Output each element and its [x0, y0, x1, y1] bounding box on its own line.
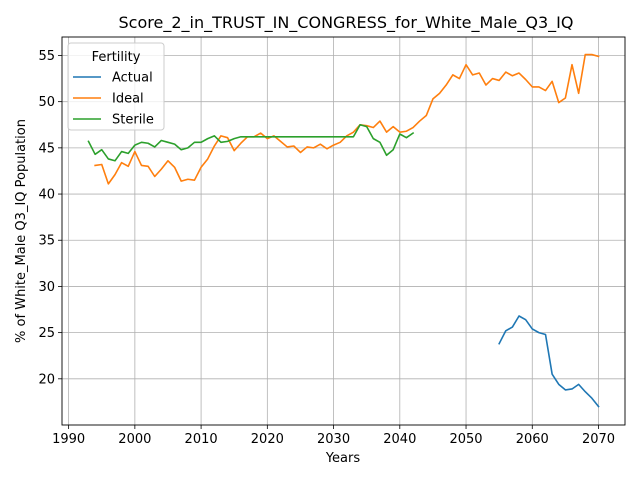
legend-label-actual: Actual [112, 71, 153, 86]
x-tick-label: 2020 [251, 432, 284, 447]
legend-label-ideal: Ideal [112, 92, 144, 107]
y-tick-label: 40 [38, 188, 55, 203]
y-tick-label: 25 [38, 326, 55, 341]
x-tick-label: 2060 [516, 432, 549, 447]
y-tick-label: 35 [38, 234, 55, 249]
chart-title: Score_2_in_TRUST_IN_CONGRESS_for_White_M… [119, 13, 574, 33]
x-tick-label: 2040 [383, 432, 416, 447]
x-tick-label: 2070 [582, 432, 615, 447]
y-tick-label: 30 [38, 280, 55, 295]
x-tick-label: 1990 [52, 432, 85, 447]
x-axis-title: Years [325, 451, 361, 466]
y-axis-title: % of White_Male Q3_IQ Population [14, 119, 29, 343]
series-line-sterile [87, 123, 415, 162]
axis-ticks: 1990 2000 2010 2020 2030 2040 2050 2060 2070 20 25… [38, 49, 615, 447]
y-tick-label: 50 [38, 95, 55, 110]
legend-entries: Actual Ideal Sterile [73, 71, 154, 128]
legend-box [67, 42, 165, 131]
legend: Fertility Actual Ideal Sterile [67, 42, 165, 131]
grid-lines [62, 37, 625, 425]
series-line-actual [498, 315, 600, 408]
series-lines [87, 53, 600, 408]
y-tick-label: 20 [38, 372, 55, 387]
x-tick-label: 2000 [118, 432, 151, 447]
legend-label-sterile: Sterile [112, 113, 154, 128]
y-tick-label: 45 [38, 141, 55, 156]
series-line-ideal [94, 53, 600, 185]
legend-title: Fertility [92, 50, 141, 65]
x-tick-label: 2010 [185, 432, 218, 447]
x-tick-label: 2030 [317, 432, 350, 447]
x-tick-label: 2050 [449, 432, 482, 447]
y-tick-label: 55 [38, 49, 55, 64]
plot-frame [61, 36, 626, 426]
